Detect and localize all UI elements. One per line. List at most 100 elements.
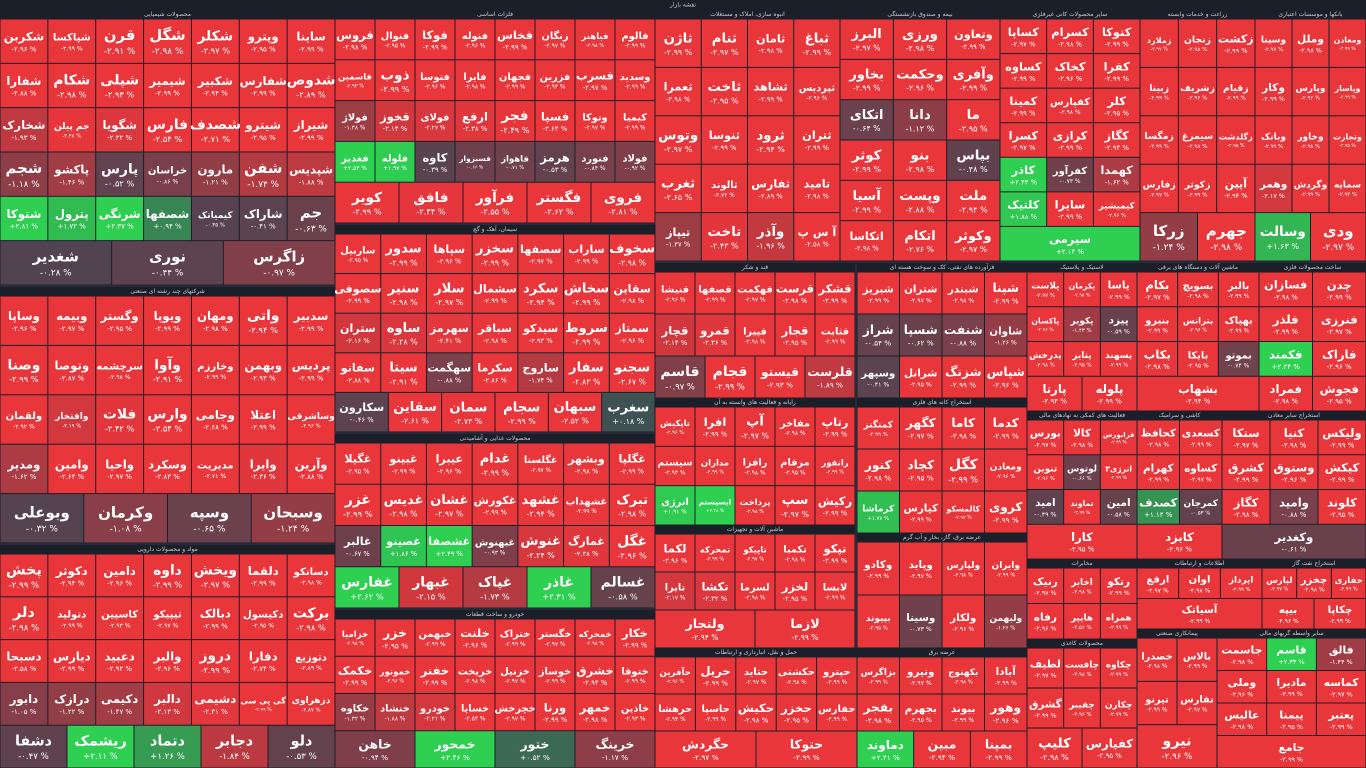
tile[interactable]: مرقام-۲.۹۵ % <box>775 446 815 486</box>
tile[interactable]: فولاژ-۱.۳۸ % <box>335 101 375 141</box>
tile[interactable]: فنوله-۲.۹۶ % <box>455 19 495 60</box>
tile[interactable]: تکشا-۲.۳۲ % <box>695 572 735 610</box>
tile[interactable]: تبرک-۲.۹۸ % <box>609 484 655 525</box>
tile[interactable]: سشمال-۲.۹۹ % <box>472 274 518 313</box>
tile[interactable]: وتوصا-۲.۸۷ % <box>48 345 96 395</box>
tile[interactable]: ساروج-۱.۷۴ % <box>518 353 564 392</box>
tile[interactable]: کنیا-۲.۹۸ % <box>1270 420 1318 455</box>
tile[interactable]: کچاد-۲.۹۵ % <box>900 449 942 491</box>
tile[interactable]: ومهان-۲.۹۸ % <box>191 296 239 345</box>
tile[interactable]: زمگسا-۲.۹۹ % <box>1140 116 1178 164</box>
tile[interactable]: فمراد-۲.۹۸ % <box>1259 376 1313 411</box>
tile[interactable]: زشریف-۲.۹۶ % <box>1178 67 1217 116</box>
tile[interactable]: شبریز-۲.۹۹ % <box>857 272 900 314</box>
tile[interactable]: زنجان-۲.۹۸ % <box>1178 19 1217 67</box>
tile[interactable]: فگستر-۲.۶۲ % <box>527 182 591 223</box>
tile[interactable]: دانا-۱.۱۲ % <box>893 100 947 140</box>
tile[interactable]: وگستر-۲.۹۵ % <box>96 296 144 345</box>
tile[interactable]: پلاست-۲.۹۷ % <box>1027 272 1064 307</box>
tile[interactable]: کدما-۲.۹۹ % <box>985 407 1027 449</box>
tile[interactable]: ثاخت-۲.۹۵ % <box>701 67 747 116</box>
tile[interactable]: درازک-۱.۲۲ % <box>48 682 96 725</box>
tile[interactable]: خصدرا-۲.۹۸ % <box>1137 638 1177 681</box>
tile[interactable]: تاپکیش-۲.۹۶ % <box>655 407 695 446</box>
tile[interactable]: ورزی-۲.۹۸ % <box>893 19 947 59</box>
tile[interactable]: کگهر-۲.۹۷ % <box>900 407 942 449</box>
tile[interactable]: گی پی سی-۲.۹۹ % <box>239 682 287 725</box>
tile[interactable]: وسینا-۰.۷۳ % <box>900 595 942 648</box>
tile[interactable]: کلر-۲.۹۵ % <box>1093 88 1140 123</box>
tile[interactable]: بکام-۲.۹۷ % <box>1137 272 1178 307</box>
tile[interactable]: حآفرین-۲.۹۶ % <box>655 657 695 694</box>
tile[interactable]: دفارا-۲.۷۴ % <box>239 640 287 682</box>
tile[interactable]: اتکام-۲.۷۶ % <box>893 221 947 261</box>
tile[interactable]: سقاین-۲.۶۱ % <box>388 392 442 432</box>
tile[interactable]: وجامی-۲.۶۸ % <box>191 395 239 444</box>
tile[interactable]: فالوم-۲.۹۹ % <box>615 19 655 60</box>
tile[interactable]: چکارن-۲.۹۹ % <box>1100 688 1137 728</box>
tile[interactable]: کرماشا+۱.۷۷ % <box>857 491 900 533</box>
tile[interactable]: خلنت-۲.۹۶ % <box>455 619 495 656</box>
tile[interactable]: سجنو-۲.۶۷ % <box>609 353 655 392</box>
tile[interactable]: جامع-۲.۹۹ % <box>1217 736 1366 768</box>
tile[interactable]: وآفری-۲.۹۹ % <box>947 59 1000 100</box>
tile[interactable]: رفاه-۲.۹۶ % <box>1027 604 1064 639</box>
tile[interactable]: فخاس-۲.۹۹ % <box>495 19 535 60</box>
tile[interactable]: مفاخر-۲.۹۸ % <box>775 407 815 446</box>
tile[interactable]: سنیر-۲.۹۸ % <box>381 274 426 313</box>
tile[interactable]: سهرمز-۲.۴۱ % <box>426 313 472 353</box>
tile[interactable]: خرینگ-۱.۱۷ % <box>575 731 655 768</box>
tile[interactable]: فنرزی-۲.۹۷ % <box>1313 307 1366 341</box>
tile[interactable]: شیراز-۲.۹۹ % <box>287 108 335 152</box>
tile[interactable]: وسینا-۲.۹۷ % <box>1255 19 1292 67</box>
tile[interactable]: بترانس-۲.۹۶ % <box>1178 307 1218 341</box>
tile[interactable]: سخاش-۲.۹۹ % <box>564 274 609 313</box>
tile[interactable]: شکربن-۲.۹۶ % <box>0 19 48 63</box>
tile[interactable]: غگلستا-۲.۹۷ % <box>518 443 564 484</box>
tile[interactable]: تایرا-۲.۱۷ % <box>655 572 695 610</box>
tile[interactable]: بجهرم-۲.۹۵ % <box>900 694 942 731</box>
tile[interactable]: تپکو-۲.۹۹ % <box>815 534 855 572</box>
tile[interactable]: عالیس-۲.۹۸ % <box>1217 703 1267 736</box>
tile[interactable]: فروس-۲.۹۸ % <box>335 19 375 60</box>
tile[interactable]: تامید-۲.۹۸ % <box>794 164 840 213</box>
tile[interactable]: وایران-۲.۹۹ % <box>985 542 1027 595</box>
tile[interactable]: تفارس-۲.۹۷ % <box>1177 681 1217 725</box>
tile[interactable]: سفار-۲.۸۳ % <box>564 353 609 392</box>
tile[interactable]: دکیسول-۲.۹۵ % <box>239 597 287 640</box>
tile[interactable]: فولاد-۰.۹۲ % <box>615 141 655 182</box>
tile[interactable]: ثالوند-۲.۷۲ % <box>701 164 747 213</box>
tile[interactable]: وتعاون-۲.۹۹ % <box>947 19 1000 59</box>
tile[interactable]: کسرام-۲.۹۸ % <box>1047 19 1093 54</box>
tile[interactable]: فنوال-۲.۹۵ % <box>375 19 415 60</box>
tile[interactable]: سبهان-۲.۵۲ % <box>548 392 602 432</box>
tile[interactable]: تماوند-۲.۹۹ % <box>1064 490 1100 524</box>
tile[interactable]: رکیش-۲.۹۹ % <box>815 486 855 525</box>
tile[interactable]: ما-۲.۹۵ % <box>947 100 1000 140</box>
tile[interactable]: قچار-۲.۱۴ % <box>655 314 695 356</box>
tile[interactable]: سمتاز-۲.۹۶ % <box>609 313 655 353</box>
tile[interactable]: ثرود-۲.۹۴ % <box>748 116 794 164</box>
tile[interactable]: وکغدیر-۰.۶۱ % <box>1222 524 1366 559</box>
tile[interactable]: ثتران-۲.۹۹ % <box>794 116 840 164</box>
tile[interactable]: وپاسار-۲.۹۹ % <box>1329 67 1366 116</box>
tile[interactable]: دسبحا-۲.۵۸ % <box>0 640 48 682</box>
tile[interactable]: ساینا-۲.۹۹ % <box>287 19 335 63</box>
tile[interactable]: آپ-۲.۹۷ % <box>735 407 775 446</box>
tile[interactable]: وهور-۲.۹۶ % <box>985 694 1027 731</box>
tile[interactable]: ومدیر-۱.۶۲ % <box>0 444 48 494</box>
tile[interactable]: خریخت-۲.۹۸ % <box>455 656 495 693</box>
tile[interactable]: وپارس-۲.۹۶ % <box>1292 67 1329 116</box>
tile[interactable]: کگل-۲.۹۹ % <box>942 449 985 491</box>
tile[interactable]: کفپارس-۲.۹۸ % <box>1047 88 1093 123</box>
tile[interactable]: ثنام-۲.۹۷ % <box>701 19 747 67</box>
tile[interactable]: بورس-۲.۹۷ % <box>1027 420 1064 455</box>
tile[interactable]: لکما-۲.۹۶ % <box>655 534 695 572</box>
tile[interactable]: کوثر-۲.۹۹ % <box>840 140 893 180</box>
tile[interactable]: حتاید-۲.۹۷ % <box>736 657 776 694</box>
tile[interactable]: ورنا-۲.۹۹ % <box>535 694 575 731</box>
tile[interactable]: وامید-۰.۸۸ % <box>1270 490 1318 524</box>
tile[interactable]: وسپه-۰.۶۵ % <box>168 494 251 543</box>
tile[interactable]: خزامیا-۲.۹۸ % <box>335 619 375 656</box>
tile[interactable]: خاذین-۲.۹۳ % <box>615 694 655 731</box>
